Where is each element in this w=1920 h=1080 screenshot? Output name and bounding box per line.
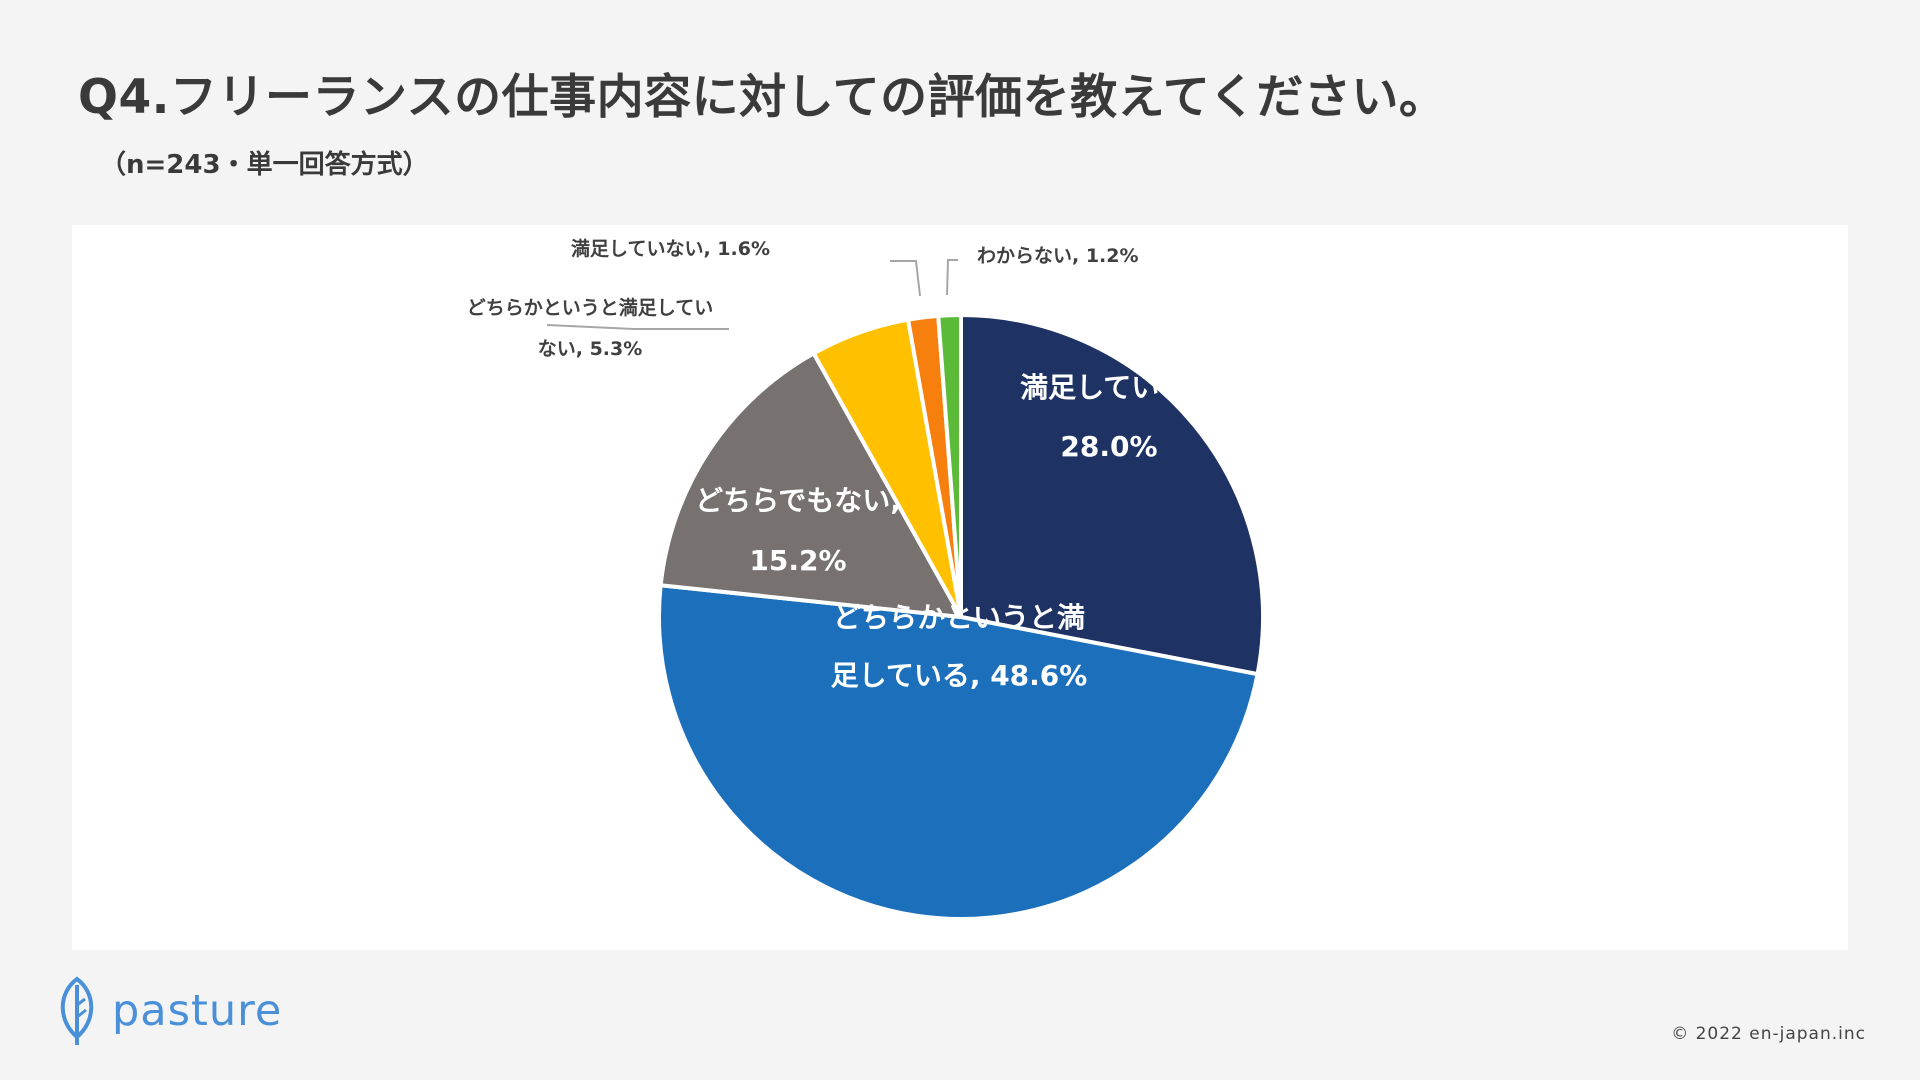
data-label-somewhat-satisfied: 足している, 48.6% xyxy=(831,659,1088,692)
data-label-unknown: わからない, 1.2% xyxy=(977,245,1139,267)
data-label-neutral: 15.2% xyxy=(749,544,846,577)
pie-slice-neutral xyxy=(658,351,963,619)
data-label-somewhat-dissatisfied: どちらかというと満足してい xyxy=(467,297,713,319)
data-label-satisfied: 満足している, xyxy=(1020,371,1198,404)
logo-text: pasture xyxy=(112,986,283,1036)
pie-slice-unknown xyxy=(936,313,963,619)
pasture-logo: pasture xyxy=(52,975,282,1047)
data-label-dissatisfied: 満足していない, 1.6% xyxy=(571,238,770,260)
data-label-satisfied: 28.0% xyxy=(1060,430,1157,463)
chart-panel: 満足している, 28.0% どちらかというと満 足している, 48.6% どちらでもない… xyxy=(72,225,1848,950)
data-label-somewhat-dissatisfied: ない, 5.3% xyxy=(538,338,643,360)
page-subtitle: （n=243・単一回答方式） xyxy=(100,150,429,180)
leader-line xyxy=(946,259,958,296)
leaf-icon xyxy=(60,976,94,1045)
page-title: Q4.フリーランスの仕事内容に対しての評価を教えてください。 xyxy=(78,70,1447,125)
data-label-neutral: どちらでもない, xyxy=(695,484,901,517)
leader-line xyxy=(890,260,921,297)
leader-line xyxy=(546,324,729,330)
pie-slice-somewhat-satisfied xyxy=(657,583,1260,921)
pie-slice-satisfied xyxy=(959,313,1265,677)
data-label-somewhat-satisfied: どちらかというと満 xyxy=(833,601,1085,634)
copyright: © 2022 en-japan.inc xyxy=(1671,1024,1866,1044)
